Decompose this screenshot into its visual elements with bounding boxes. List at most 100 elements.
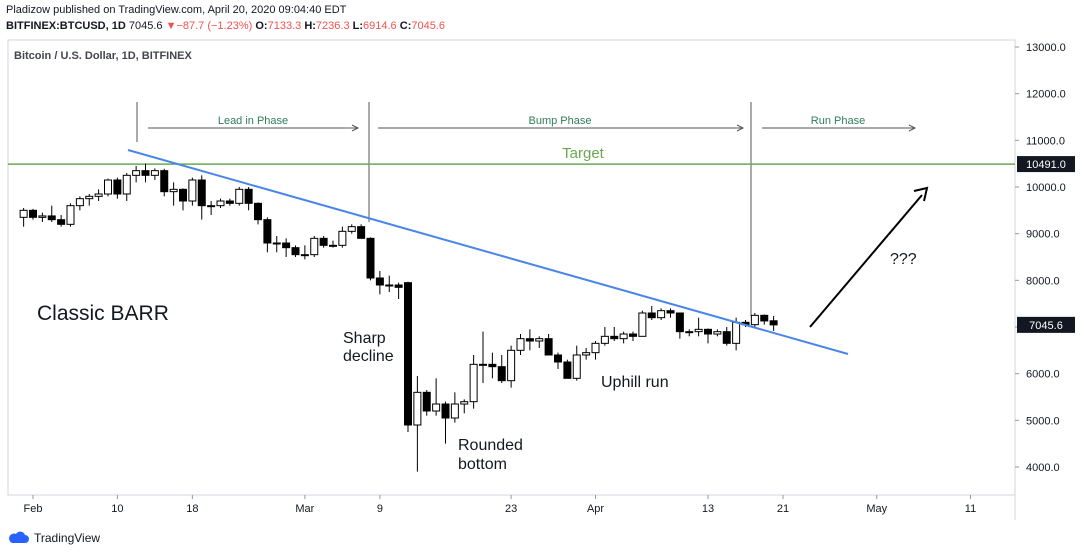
candles (19, 163, 778, 472)
candle-body (150, 170, 159, 176)
pattern-label: Classic BARR (37, 302, 169, 325)
rounded-bottom-label-2: bottom (458, 456, 507, 473)
y-tick-label: 6000.0 (1026, 369, 1060, 381)
close-value: 7045.6 (411, 20, 446, 32)
candle-body (254, 202, 262, 221)
candle-body (141, 170, 150, 176)
candle-body (122, 174, 131, 195)
candle-body (488, 363, 497, 368)
phase-guides (136, 102, 917, 316)
last-badge-bg (1017, 316, 1075, 333)
candle-body (769, 320, 778, 326)
candle (38, 212, 47, 222)
x-tick-label: 18 (186, 503, 198, 515)
candle (450, 392, 459, 423)
candle-body (169, 188, 178, 193)
candle (750, 313, 759, 327)
y-tick-label: 4000.0 (1026, 462, 1060, 474)
candle-body (750, 314, 759, 326)
candle (160, 168, 169, 197)
question-label: ??? (890, 251, 917, 268)
candle-body (704, 328, 712, 335)
price-change: −87.7 (−1.23%) (176, 20, 253, 32)
candle (66, 203, 75, 227)
candle (685, 329, 694, 337)
candle (272, 236, 281, 253)
y-axis: 4000.05000.06000.07000.08000.09000.01000… (1015, 42, 1066, 474)
candle (694, 317, 703, 337)
target-price-label: 10491.0 (1026, 159, 1066, 171)
candle-body (422, 391, 431, 412)
candle-body (207, 205, 216, 208)
candle (47, 205, 56, 222)
open-label: O: (255, 20, 268, 32)
candle (197, 175, 206, 220)
candle-body (188, 179, 197, 202)
candle-body (235, 188, 244, 204)
candle-body (554, 354, 562, 363)
x-tick-label: 9 (377, 503, 383, 515)
candle (329, 240, 337, 248)
candle (638, 310, 647, 337)
candle-body (94, 193, 103, 197)
candle-body (432, 403, 441, 412)
candle-body (497, 366, 506, 382)
candle (169, 182, 178, 206)
footer-brand[interactable]: TradingView (8, 531, 100, 545)
candle-body (647, 312, 656, 319)
candle (235, 187, 244, 206)
candle (347, 224, 356, 234)
candle (507, 345, 516, 388)
y-tick-label: 8000.0 (1026, 275, 1060, 287)
candle-body (479, 363, 487, 366)
candle (207, 201, 216, 215)
candle-body (722, 331, 731, 344)
candle (254, 202, 262, 225)
tradingview-cloud-icon (9, 531, 29, 543)
candle (629, 331, 637, 341)
x-tick-label: 11 (965, 503, 976, 515)
chart-title: Bitcoin / U.S. Dollar, 1D, BITFINEX (14, 50, 193, 62)
candle (535, 336, 544, 348)
trendline (127, 149, 849, 355)
x-tick-label: 13 (702, 503, 714, 515)
candle (291, 245, 300, 257)
candle-body (329, 244, 337, 247)
candle (150, 168, 159, 180)
brand-text: TradingView (34, 531, 101, 545)
x-tick-label: Mar (295, 503, 314, 515)
candle-body (582, 352, 591, 356)
candle (582, 348, 591, 360)
candle (610, 327, 619, 341)
candle (432, 378, 441, 416)
candle-body (291, 247, 300, 256)
candle-body (310, 237, 319, 256)
candle (497, 355, 506, 383)
candle (760, 314, 769, 325)
candle (29, 208, 37, 220)
candle (319, 236, 328, 248)
candle (122, 173, 131, 201)
y-tick-label: 11000.0 (1026, 135, 1065, 147)
x-tick-label: 23 (505, 503, 517, 515)
x-tick-label: May (866, 503, 887, 515)
candle-body (460, 401, 469, 405)
candle-body (694, 328, 703, 333)
candle-body (272, 242, 281, 245)
candle-body (160, 170, 169, 193)
x-tick-label: Feb (24, 503, 43, 515)
candle (422, 390, 431, 416)
y-tick-label: 13000.0 (1026, 42, 1066, 54)
y-tick-label: 12000.0 (1026, 89, 1066, 101)
candle (666, 308, 675, 318)
candle-body (394, 284, 403, 288)
candle-body (450, 403, 459, 419)
candle (591, 341, 600, 360)
candle (713, 329, 722, 337)
x-tick-label: 10 (111, 503, 123, 515)
candle (460, 399, 469, 414)
candle (544, 334, 553, 356)
candle-body (404, 282, 412, 426)
candle (375, 271, 384, 295)
